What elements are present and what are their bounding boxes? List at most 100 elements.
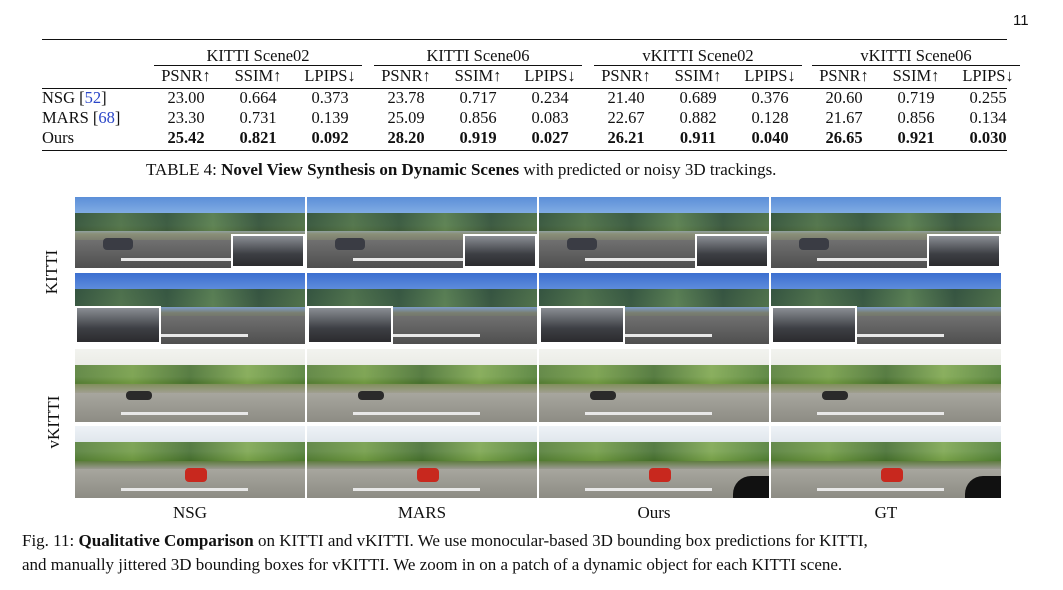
lane-marking [121,487,248,491]
metric-header: LPIPS↓ [524,66,576,85]
vehicle [185,468,208,483]
render-ours-row2 [539,273,769,344]
table-cell: 23.00 [167,88,205,107]
table-cell: 0.821 [239,128,277,147]
table-rule [42,88,1007,89]
render-gt-row1 [771,197,1001,268]
table-cell: 0.689 [679,88,717,107]
table-cell: 25.09 [387,108,425,127]
metric-header: LPIPS↓ [962,66,1014,85]
road-surface [771,392,1001,422]
row-method-2: Ours [42,129,74,147]
render-gt-row2 [771,273,1001,344]
tree-line [307,288,537,308]
zoom-inset [463,234,537,268]
table-cell: 0.027 [531,128,569,147]
figure-caption-bold: Qualitative Comparison [78,531,254,550]
render-nsg-row2 [75,273,305,344]
road-surface [75,392,305,422]
table-caption: TABLE 4: Novel View Synthesis on Dynamic… [146,158,776,182]
tree-line [771,365,1001,385]
table-cell: 0.731 [239,108,277,127]
citation-link[interactable]: 68 [98,108,115,127]
tree-line [539,212,769,232]
table-cell: 0.373 [311,88,349,107]
method-name: NSG [42,88,76,107]
table-cell: 21.40 [607,88,645,107]
lane-marking [121,333,248,337]
page-number: 11 [1013,12,1029,29]
metric-header: PSNR↑ [381,66,431,85]
lane-marking [817,487,944,491]
table-cell: 0.919 [459,128,497,147]
column-label-nsg: NSG [172,503,207,522]
row-label-kitti: KITTI [42,249,61,295]
lane-marking [353,333,480,337]
metric-header: SSIM↑ [454,66,502,85]
metric-header: SSIM↑ [892,66,940,85]
dark-vehicle [733,476,769,498]
table-cell: 0.376 [751,88,789,107]
table-caption-bold: Novel View Synthesis on Dynamic Scenes [221,160,520,179]
table-cell: 0.092 [311,128,349,147]
citation-link[interactable]: 52 [84,88,102,107]
vehicle [566,238,597,251]
row-method-0: NSG [52] [42,88,107,107]
lane-marking [353,257,480,261]
column-label-ours: Ours [637,503,671,522]
lane-marking [585,257,712,261]
figure-caption-line1: Fig. 11: Qualitative Comparison on KITTI… [22,529,868,553]
table-cell: 0.255 [969,88,1007,107]
render-nsg-row4 [75,426,305,498]
method-name: MARS [42,108,89,127]
vehicle [334,238,365,251]
vehicle [125,391,152,401]
tree-line [771,212,1001,232]
lane-marking [353,487,480,491]
tree-line [539,365,769,385]
metric-header: SSIM↑ [674,66,722,85]
lane-marking [585,411,712,415]
zoom-inset [695,234,769,268]
render-nsg-row3 [75,349,305,422]
group-header: KITTI Scene06 [426,46,530,65]
zoom-inset [539,306,625,344]
table-cell: 0.040 [751,128,789,147]
metric-header: LPIPS↓ [744,66,796,85]
zoom-inset [927,234,1001,268]
group-header: KITTI Scene02 [206,46,310,65]
zoom-inset [75,306,161,344]
lane-marking [121,411,248,415]
row-label-vkitti: vKITTI [44,395,63,449]
render-ours-row1 [539,197,769,268]
tree-line [307,441,537,461]
metric-header: SSIM↑ [234,66,282,85]
vehicle [881,468,904,483]
tree-line [539,441,769,461]
table-cell: 0.856 [459,108,497,127]
vehicle [357,391,384,401]
table-cell: 0.083 [531,108,569,127]
group-header: vKITTI Scene06 [860,46,972,65]
table-cell: 26.65 [825,128,863,147]
tree-line [771,441,1001,461]
table-cell: 0.234 [531,88,569,107]
road-surface [307,392,537,422]
render-mars-row2 [307,273,537,344]
table-rule [42,39,1007,40]
tree-line [75,441,305,461]
group-underline [374,65,582,66]
render-gt-row3 [771,349,1001,422]
render-mars-row3 [307,349,537,422]
tree-line [75,212,305,232]
zoom-inset [307,306,393,344]
vehicle [649,468,672,483]
table-cell: 23.78 [387,88,425,107]
group-underline [154,65,362,66]
table-cell: 26.21 [607,128,645,147]
metric-header: PSNR↑ [601,66,651,85]
render-ours-row4 [539,426,769,498]
table-cell: 0.911 [679,128,717,147]
lane-marking [817,411,944,415]
table-cell: 25.42 [167,128,205,147]
